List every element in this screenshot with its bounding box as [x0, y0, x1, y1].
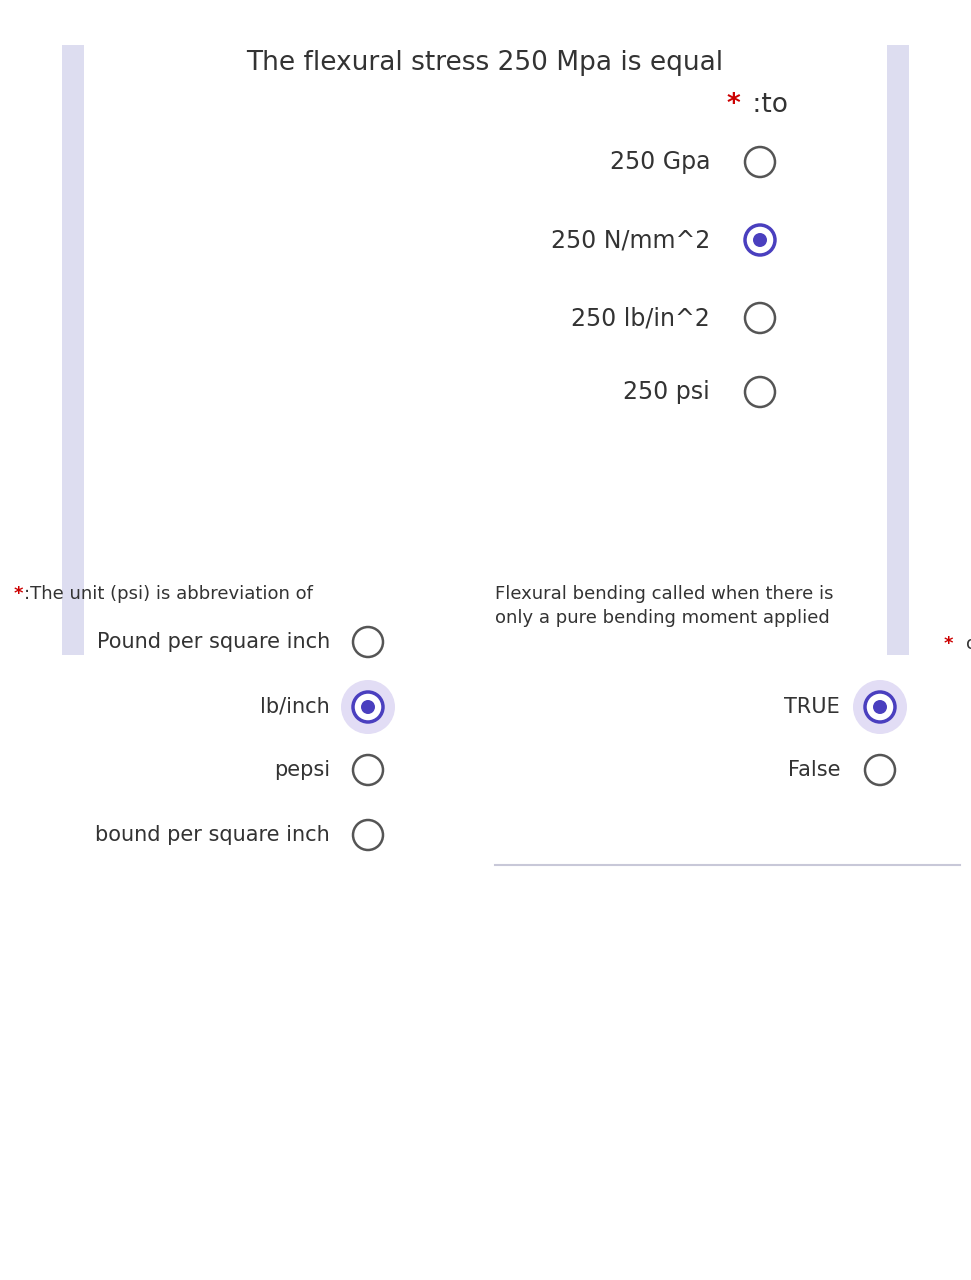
- Bar: [62, 45, 84, 655]
- Circle shape: [353, 755, 383, 785]
- Circle shape: [745, 378, 775, 407]
- Bar: [887, 45, 909, 655]
- Text: bound per square inch: bound per square inch: [95, 826, 330, 845]
- Circle shape: [361, 700, 375, 714]
- Text: on the beam: on the beam: [966, 635, 971, 653]
- Circle shape: [853, 680, 907, 733]
- Text: pepsi: pepsi: [274, 760, 330, 780]
- Circle shape: [745, 147, 775, 177]
- Circle shape: [353, 627, 383, 657]
- Text: False: False: [787, 760, 840, 780]
- Text: *: *: [944, 635, 960, 653]
- Text: lb/inch: lb/inch: [260, 698, 330, 717]
- Text: 250 psi: 250 psi: [623, 380, 710, 404]
- Circle shape: [745, 225, 775, 255]
- Text: 250 Gpa: 250 Gpa: [610, 150, 710, 174]
- Text: The flexural stress 250 Mpa is equal: The flexural stress 250 Mpa is equal: [247, 50, 723, 76]
- Text: :to: :to: [744, 92, 788, 118]
- Text: 250 lb/in^2: 250 lb/in^2: [571, 306, 710, 330]
- Circle shape: [353, 820, 383, 850]
- Text: TRUE: TRUE: [785, 698, 840, 717]
- Circle shape: [745, 303, 775, 333]
- Circle shape: [341, 680, 395, 733]
- Text: :The unit (psi) is abbreviation of: :The unit (psi) is abbreviation of: [24, 585, 313, 603]
- Circle shape: [353, 692, 383, 722]
- Text: *: *: [14, 585, 30, 603]
- Circle shape: [865, 755, 895, 785]
- Text: 250 N/mm^2: 250 N/mm^2: [551, 228, 710, 252]
- Text: Pound per square inch: Pound per square inch: [97, 632, 330, 652]
- Text: Flexural bending called when there is: Flexural bending called when there is: [495, 585, 833, 603]
- Text: only a pure bending moment applied: only a pure bending moment applied: [495, 609, 830, 627]
- Circle shape: [865, 692, 895, 722]
- Circle shape: [873, 700, 887, 714]
- Circle shape: [753, 233, 767, 247]
- Text: *: *: [726, 92, 740, 118]
